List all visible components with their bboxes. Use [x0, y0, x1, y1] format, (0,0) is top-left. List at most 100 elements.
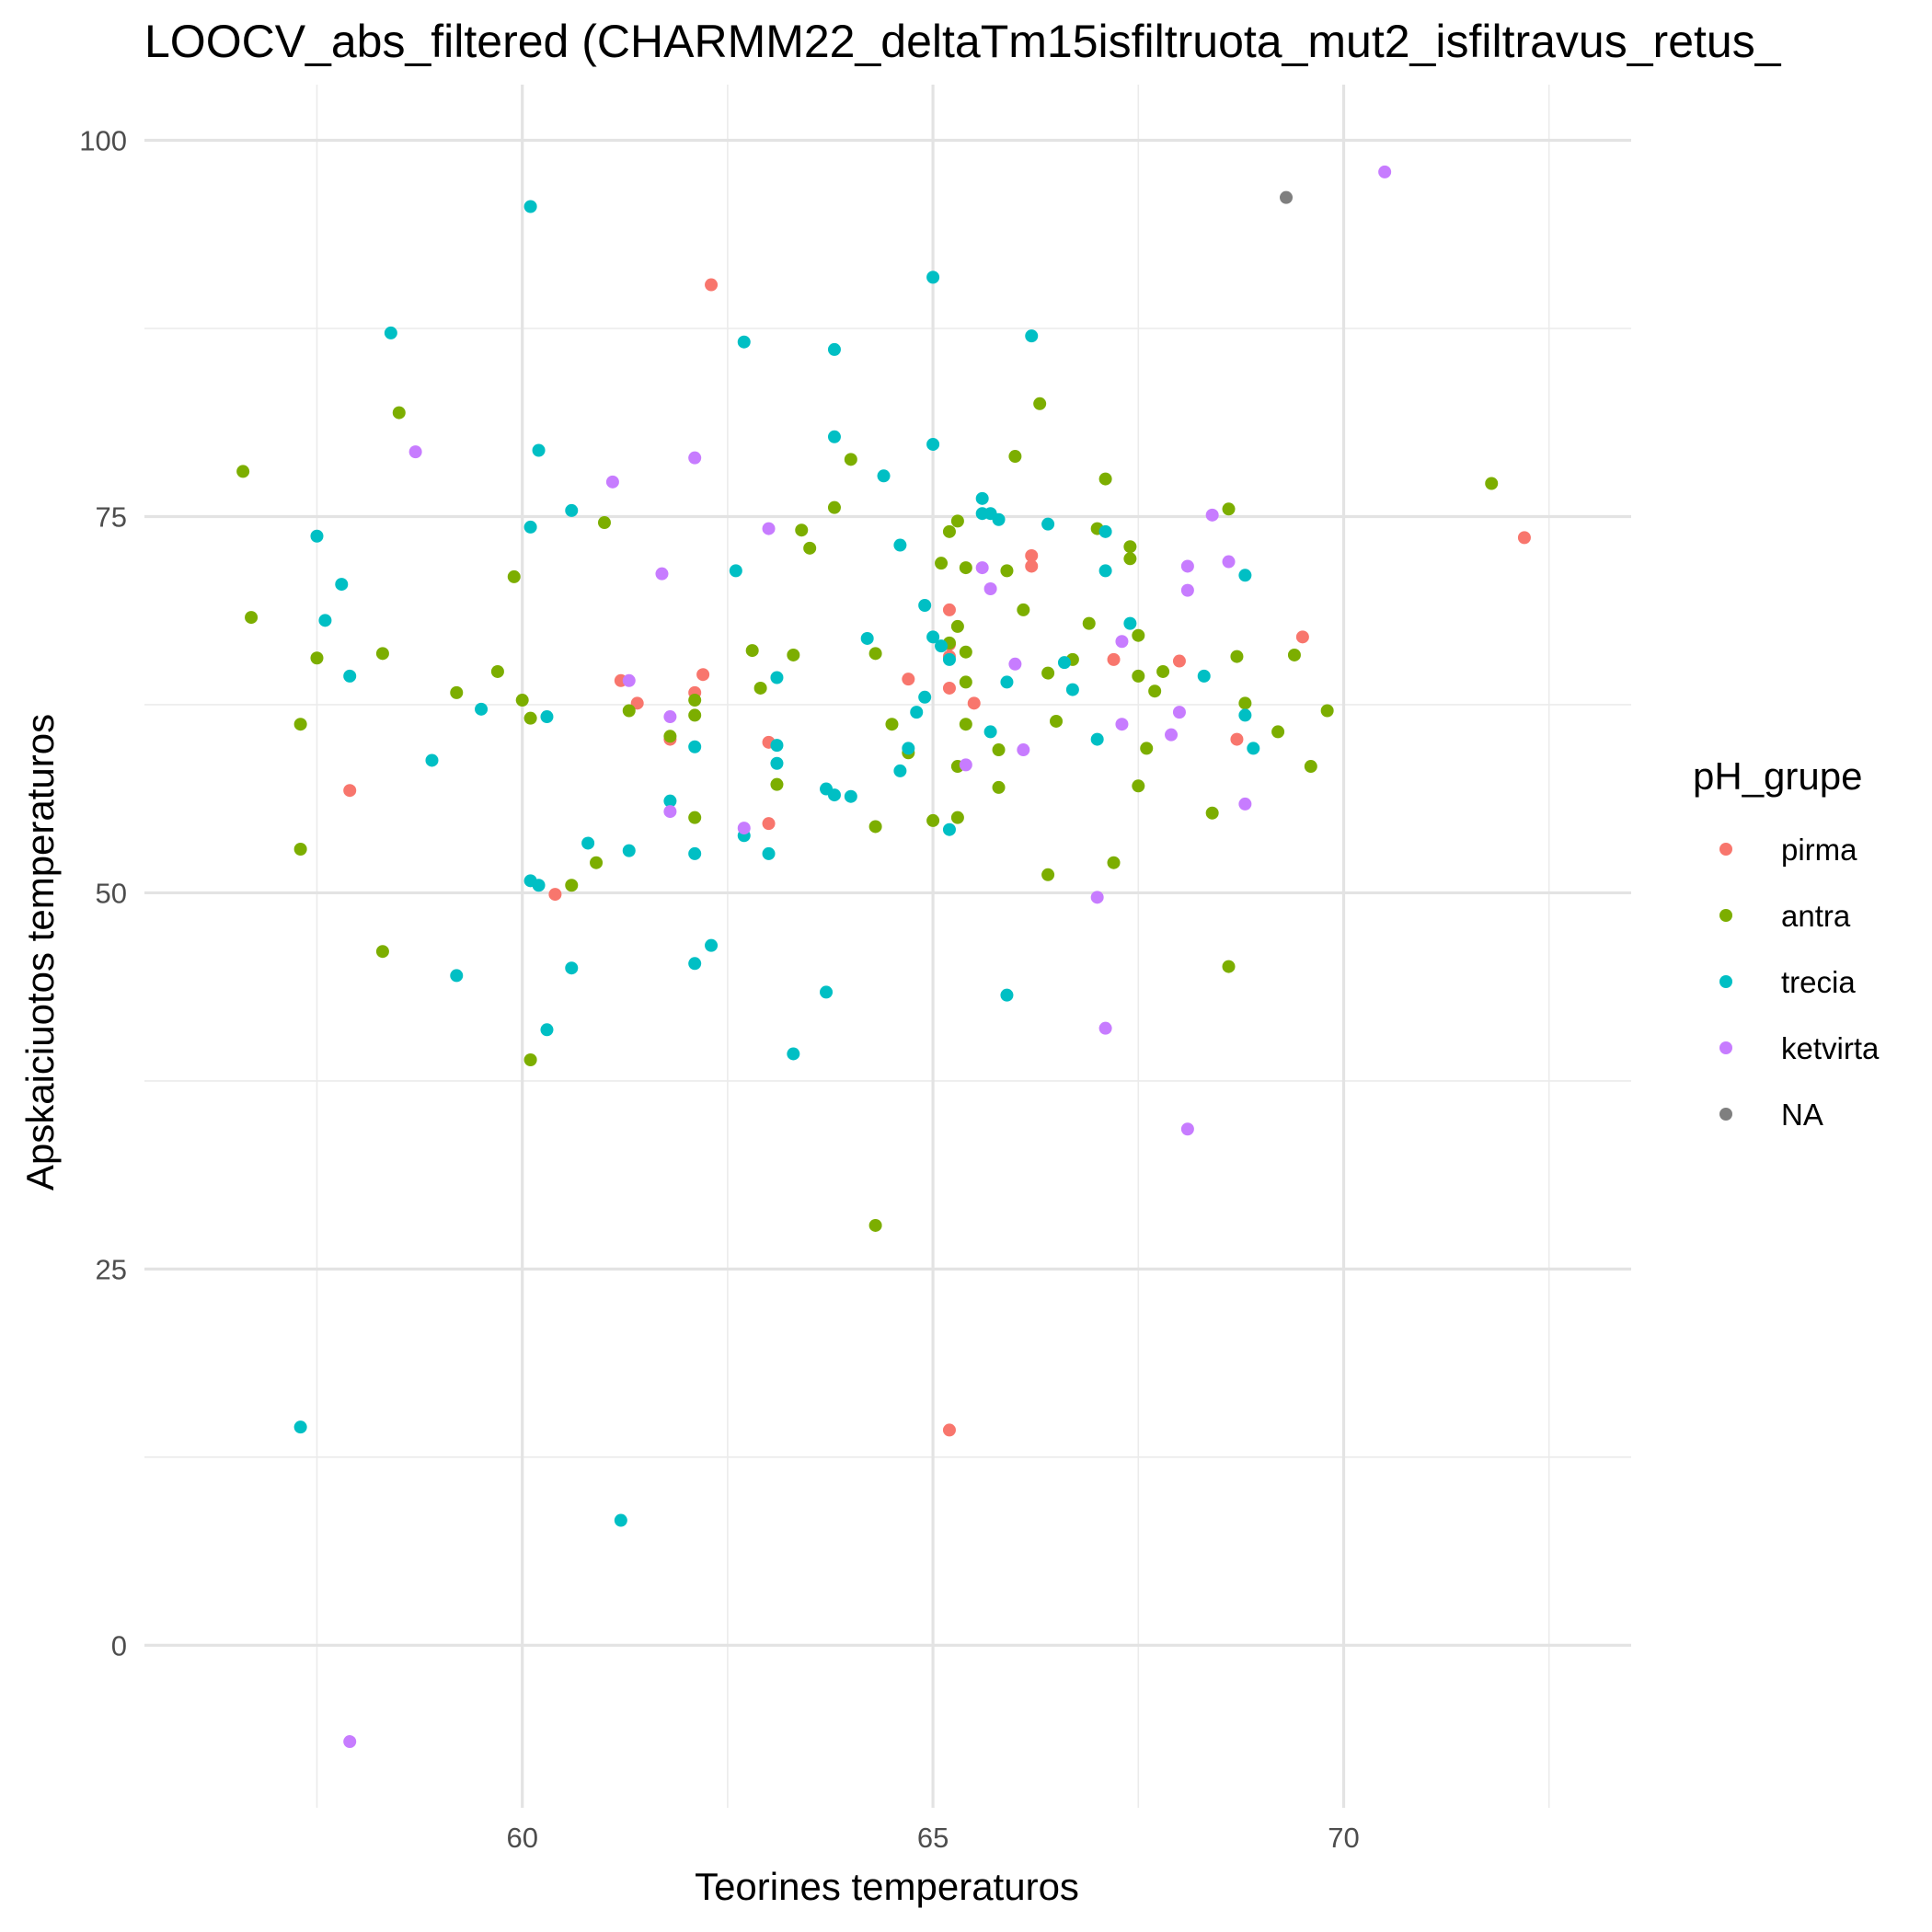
point-trecia: [942, 822, 956, 836]
point-trecia: [1197, 669, 1211, 683]
data-points: [236, 165, 1531, 1749]
point-antra: [1107, 856, 1121, 869]
point-trecia: [1065, 683, 1079, 696]
y-tick-label: 75: [96, 500, 127, 533]
point-trecia: [688, 740, 702, 753]
point-ketvirta: [343, 1735, 357, 1749]
chart-title: LOOCV_abs_filtered (CHARMM22_deltaTm15is…: [144, 16, 1782, 67]
x-tick-label: 60: [506, 1822, 537, 1854]
point-trecia: [975, 491, 989, 505]
point-antra: [950, 514, 964, 528]
point-antra: [803, 541, 817, 555]
point-antra: [1132, 669, 1145, 683]
point-trecia: [729, 564, 742, 578]
point-trecia: [688, 957, 702, 971]
point-ketvirta: [1017, 743, 1030, 757]
point-antra: [1222, 960, 1236, 973]
point-antra: [1205, 806, 1219, 820]
point-trecia: [1098, 524, 1112, 538]
point-ketvirta: [622, 673, 636, 687]
point-antra: [885, 718, 899, 731]
point-antra: [590, 856, 604, 869]
point-antra: [992, 743, 1006, 757]
point-pirma: [548, 888, 562, 902]
point-ketvirta: [1098, 1021, 1112, 1035]
point-ketvirta: [655, 567, 669, 581]
point-trecia: [1000, 988, 1014, 1002]
point-ketvirta: [1090, 891, 1104, 904]
point-antra: [942, 524, 956, 538]
point-antra: [565, 879, 579, 892]
point-pirma: [1517, 531, 1531, 545]
point-trecia: [335, 578, 349, 592]
point-ketvirta: [663, 805, 677, 819]
point-ketvirta: [959, 758, 972, 772]
point-trecia: [384, 326, 397, 339]
point-trecia: [688, 846, 702, 860]
point-trecia: [820, 985, 834, 999]
point-antra: [1485, 477, 1499, 490]
point-ketvirta: [1378, 165, 1392, 178]
point-antra: [1222, 502, 1236, 516]
point-ketvirta: [1180, 559, 1194, 573]
point-trecia: [918, 598, 932, 612]
point-antra: [1008, 450, 1022, 464]
point-ketvirta: [1205, 508, 1219, 522]
point-antra: [844, 453, 857, 466]
point-antra: [753, 681, 767, 695]
point-antra: [1123, 540, 1137, 554]
point-antra: [1123, 552, 1137, 566]
point-ketvirta: [1238, 797, 1252, 811]
point-trecia: [935, 639, 949, 653]
point-antra: [868, 647, 882, 661]
point-trecia: [1238, 708, 1252, 722]
point-trecia: [844, 789, 857, 803]
point-antra: [688, 811, 702, 824]
point-trecia: [523, 200, 537, 213]
point-antra: [597, 516, 611, 530]
point-ketvirta: [762, 522, 776, 535]
point-antra: [926, 813, 940, 827]
point-trecia: [523, 520, 537, 534]
point-antra: [1017, 603, 1030, 616]
point-pirma: [1230, 732, 1244, 746]
point-antra: [959, 675, 972, 689]
point-antra: [622, 704, 636, 718]
legend-key-na: [1719, 1108, 1732, 1121]
point-pirma: [1295, 630, 1309, 644]
point-pirma: [942, 603, 956, 616]
point-ketvirta: [1115, 718, 1129, 731]
point-antra: [1132, 628, 1145, 642]
point-ketvirta: [983, 581, 997, 595]
point-trecia: [318, 614, 332, 627]
point-ketvirta: [1180, 583, 1194, 597]
point-pirma: [1025, 549, 1039, 563]
point-antra: [1098, 472, 1112, 486]
point-pirma: [630, 696, 644, 710]
point-antra: [1156, 664, 1170, 678]
point-trecia: [893, 538, 907, 552]
point-antra: [1271, 725, 1285, 739]
point-trecia: [770, 756, 784, 770]
point-antra: [1000, 564, 1014, 578]
point-trecia: [992, 512, 1006, 526]
point-antra: [959, 561, 972, 575]
point-ketvirta: [1180, 1122, 1194, 1136]
point-pirma: [696, 668, 710, 682]
x-tick-label: 65: [917, 1822, 949, 1854]
point-trecia: [926, 270, 940, 284]
point-antra: [1041, 868, 1055, 881]
point-ketvirta: [688, 451, 702, 465]
point-trecia: [1090, 732, 1104, 746]
point-trecia: [565, 503, 579, 517]
point-pirma: [762, 817, 776, 831]
point-trecia: [770, 671, 784, 684]
point-ketvirta: [1165, 728, 1179, 742]
point-trecia: [926, 437, 940, 451]
point-trecia: [450, 969, 464, 983]
point-antra: [1033, 397, 1047, 410]
point-trecia: [532, 443, 546, 457]
point-trecia: [770, 739, 784, 753]
x-axis-title: Teorines temperaturos: [695, 1865, 1079, 1908]
